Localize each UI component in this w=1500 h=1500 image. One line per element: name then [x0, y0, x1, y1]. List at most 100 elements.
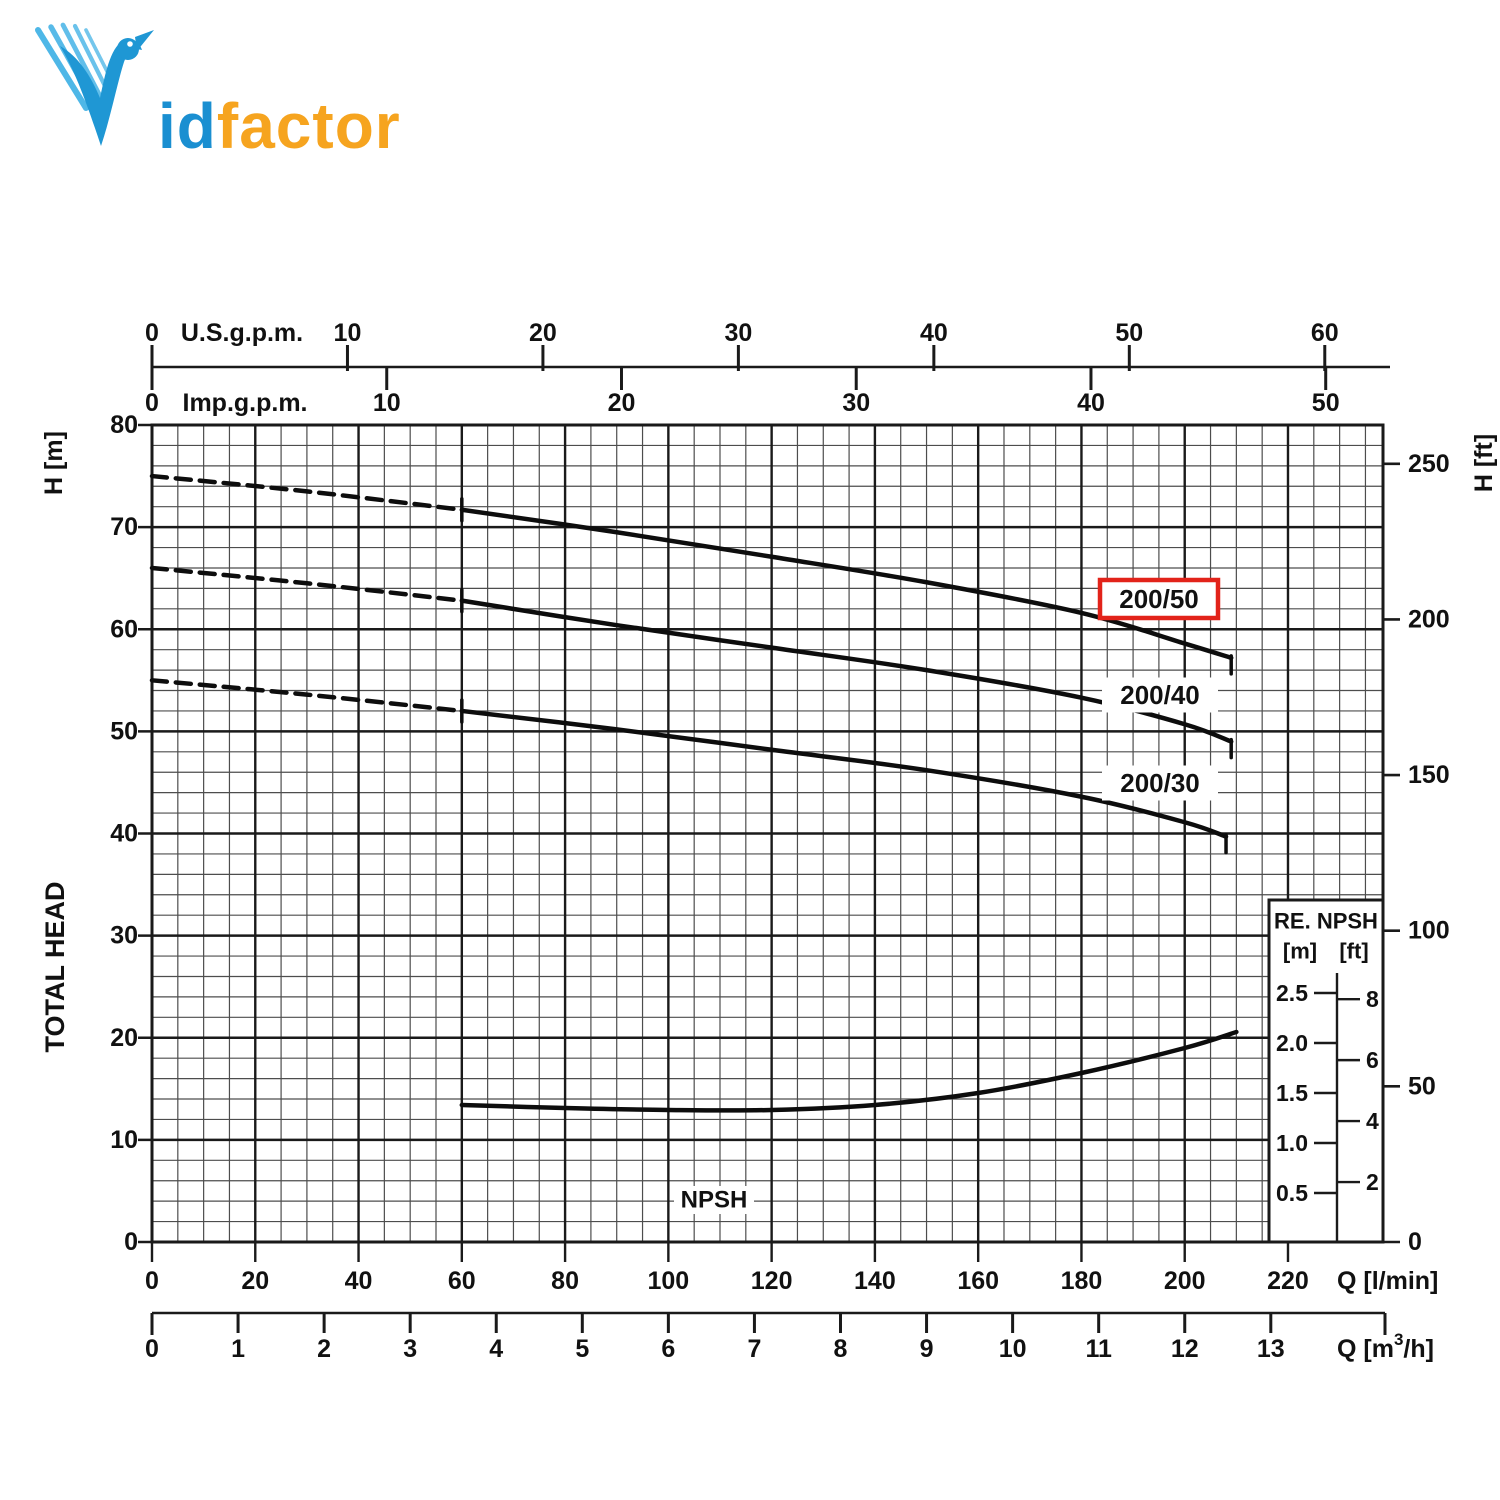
bird-body — [60, 39, 142, 146]
us-gpm-tick-label: 30 — [724, 319, 752, 347]
vidfactor-logo: idfactor — [30, 22, 400, 172]
npsh-ft-tick-label: 6 — [1366, 1047, 1379, 1073]
q-lmin-tick-label: 60 — [448, 1267, 476, 1295]
right-axis: 250 200 150 100 50 0 H [ft] — [1383, 434, 1498, 1256]
h-m-tick-label: 40 — [110, 820, 138, 848]
h-m-axis-label: H [m] — [40, 431, 68, 495]
curve-label-200-40: 200/40 — [1120, 680, 1200, 710]
bird-beak — [135, 30, 154, 51]
imp-gpm-tick-label: 50 — [1312, 389, 1340, 417]
m3h-tick-label: 9 — [920, 1335, 934, 1363]
q-lmin-tick-label: 160 — [957, 1267, 999, 1295]
npsh-inset-unit-m: [m] — [1283, 939, 1317, 964]
m3h-tick-label: 0 — [145, 1335, 159, 1363]
m3h-axis: 0 1 2 3 4 5 6 7 8 9 10 11 12 13 Q [m3/h] — [145, 1311, 1434, 1364]
m3h-tick-label: 5 — [575, 1335, 589, 1363]
grid — [138, 423, 1385, 1262]
logo-wordmark: idfactor — [158, 94, 401, 158]
q-lmin-tick-label: 20 — [241, 1267, 269, 1295]
q-lmin-tick-label: 140 — [854, 1267, 896, 1295]
logo-text-factor: factor — [216, 90, 401, 162]
h-m-tick-label: 20 — [110, 1024, 138, 1052]
logo-text-id: id — [158, 90, 217, 162]
m3h-tick-label: 6 — [661, 1335, 675, 1363]
npsh-inset-unit-ft: [ft] — [1339, 939, 1368, 964]
m3h-tick-label: 7 — [747, 1335, 761, 1363]
npsh-m-tick-label: 2.5 — [1276, 980, 1308, 1006]
h-ft-tick-label: 250 — [1408, 450, 1450, 478]
q-lmin-tick-label: 80 — [551, 1267, 579, 1295]
curve-label-NPSH: NPSH — [681, 1187, 748, 1214]
h-m-tick-label: 70 — [110, 513, 138, 541]
left-axis: 80 70 60 50 40 30 20 10 0 H [m] TOTAL HEAD — [40, 411, 138, 1256]
npsh-inset: RE. NPSH [m] [ft] 2.5 2.0 1.5 1.0 0.5 8 6 4 2 — [1267, 898, 1385, 1244]
curve-label-bg — [1102, 677, 1218, 713]
m3h-tick-label: 12 — [1171, 1335, 1199, 1363]
curve-200-30 — [459, 708, 1229, 839]
h-ft-tick-label: 100 — [1408, 917, 1450, 945]
curve-200-40 — [459, 598, 1234, 744]
us-gpm-axis-label: U.S.g.p.m. — [181, 319, 303, 347]
curve-label-bg — [1101, 581, 1217, 617]
h-ft-tick-label: 0 — [1408, 1228, 1422, 1256]
m3h-tick-label: 11 — [1085, 1335, 1112, 1363]
h-ft-tick-label: 50 — [1408, 1072, 1436, 1100]
h-m-tick-label: 10 — [110, 1126, 138, 1154]
h-m-tick-label: 80 — [110, 411, 138, 439]
q-lmin-tick-label: 0 — [145, 1267, 159, 1295]
us-gpm-tick-label: 10 — [334, 319, 362, 347]
h-m-tick-label: 50 — [110, 717, 138, 745]
total-head-label: TOTAL HEAD — [40, 881, 70, 1052]
q-lmin-tick-label: 200 — [1164, 1267, 1206, 1295]
q-lmin-tick-label: 180 — [1061, 1267, 1103, 1295]
h-m-tick-label: 30 — [110, 922, 138, 950]
curve-dashed-200-40 — [149, 565, 465, 603]
imp-gpm-tick-label: 30 — [842, 389, 870, 417]
npsh-ft-tick-label: 4 — [1366, 1108, 1379, 1134]
plot-border — [150, 423, 1385, 1244]
bird-icon — [35, 22, 154, 146]
curve-label-200-50: 200/50 — [1119, 584, 1199, 614]
curve-label-bg — [674, 1186, 754, 1214]
us-gpm-tick-label: 0 — [145, 319, 159, 347]
red-highlight-box — [1097, 577, 1221, 621]
us-gpm-tick-label: 40 — [920, 319, 948, 347]
npsh-ft-tick-label: 2 — [1366, 1169, 1379, 1195]
q-lmin-tick-label: 120 — [751, 1267, 793, 1295]
m3h-tick-label: 2 — [317, 1335, 331, 1363]
q-lmin-tick-label: 40 — [345, 1267, 373, 1295]
imp-gpm-tick-label: 0 — [145, 389, 159, 417]
npsh-ft-tick-label: 8 — [1366, 986, 1379, 1012]
m3h-tick-label: 8 — [834, 1335, 848, 1363]
m3h-tick-label: 4 — [489, 1335, 503, 1363]
us-gpm-tick-label: 20 — [529, 319, 557, 347]
q-lmin-tick-label: 100 — [648, 1267, 690, 1295]
curve-label-bg — [1102, 765, 1218, 801]
curve-label-200-30: 200/30 — [1120, 768, 1200, 798]
imp-gpm-axis-label: Imp.g.p.m. — [183, 389, 308, 417]
npsh-m-tick-label: 0.5 — [1276, 1180, 1308, 1206]
top-axis: 0 10 20 30 40 50 60 U.S.g.p.m. 0 10 20 30 40 50 Imp.g.… — [145, 319, 1390, 417]
m3h-tick-label: 13 — [1257, 1335, 1285, 1363]
q-lmin-tick-label: 220 — [1267, 1267, 1309, 1295]
q-m3h-axis-label: Q [m3/h] — [1337, 1330, 1434, 1364]
h-m-tick-label: 0 — [124, 1228, 138, 1256]
h-ft-tick-label: 200 — [1408, 605, 1450, 633]
m3h-tick-label: 10 — [999, 1335, 1027, 1363]
curve-labels: 200/50 200/40 200/30 NPSH — [674, 577, 1221, 1214]
m3h-tick-label: 3 — [403, 1335, 417, 1363]
npsh-m-tick-label: 2.0 — [1276, 1030, 1308, 1056]
h-ft-tick-label: 150 — [1408, 761, 1450, 789]
npsh-m-tick-label: 1.0 — [1276, 1130, 1308, 1156]
imp-gpm-tick-label: 20 — [608, 389, 636, 417]
m3h-tick-label: 1 — [231, 1335, 245, 1363]
h-m-tick-label: 60 — [110, 615, 138, 643]
imp-gpm-tick-label: 10 — [373, 389, 401, 417]
curve-npsh — [459, 1029, 1239, 1113]
curve-dashed-200-50 — [149, 473, 465, 513]
imp-gpm-tick-label: 40 — [1077, 389, 1105, 417]
us-gpm-tick-label: 50 — [1115, 319, 1143, 347]
q-lmin-axis-label: Q [l/min] — [1337, 1267, 1438, 1295]
npsh-inset-title: RE. NPSH — [1274, 909, 1378, 934]
